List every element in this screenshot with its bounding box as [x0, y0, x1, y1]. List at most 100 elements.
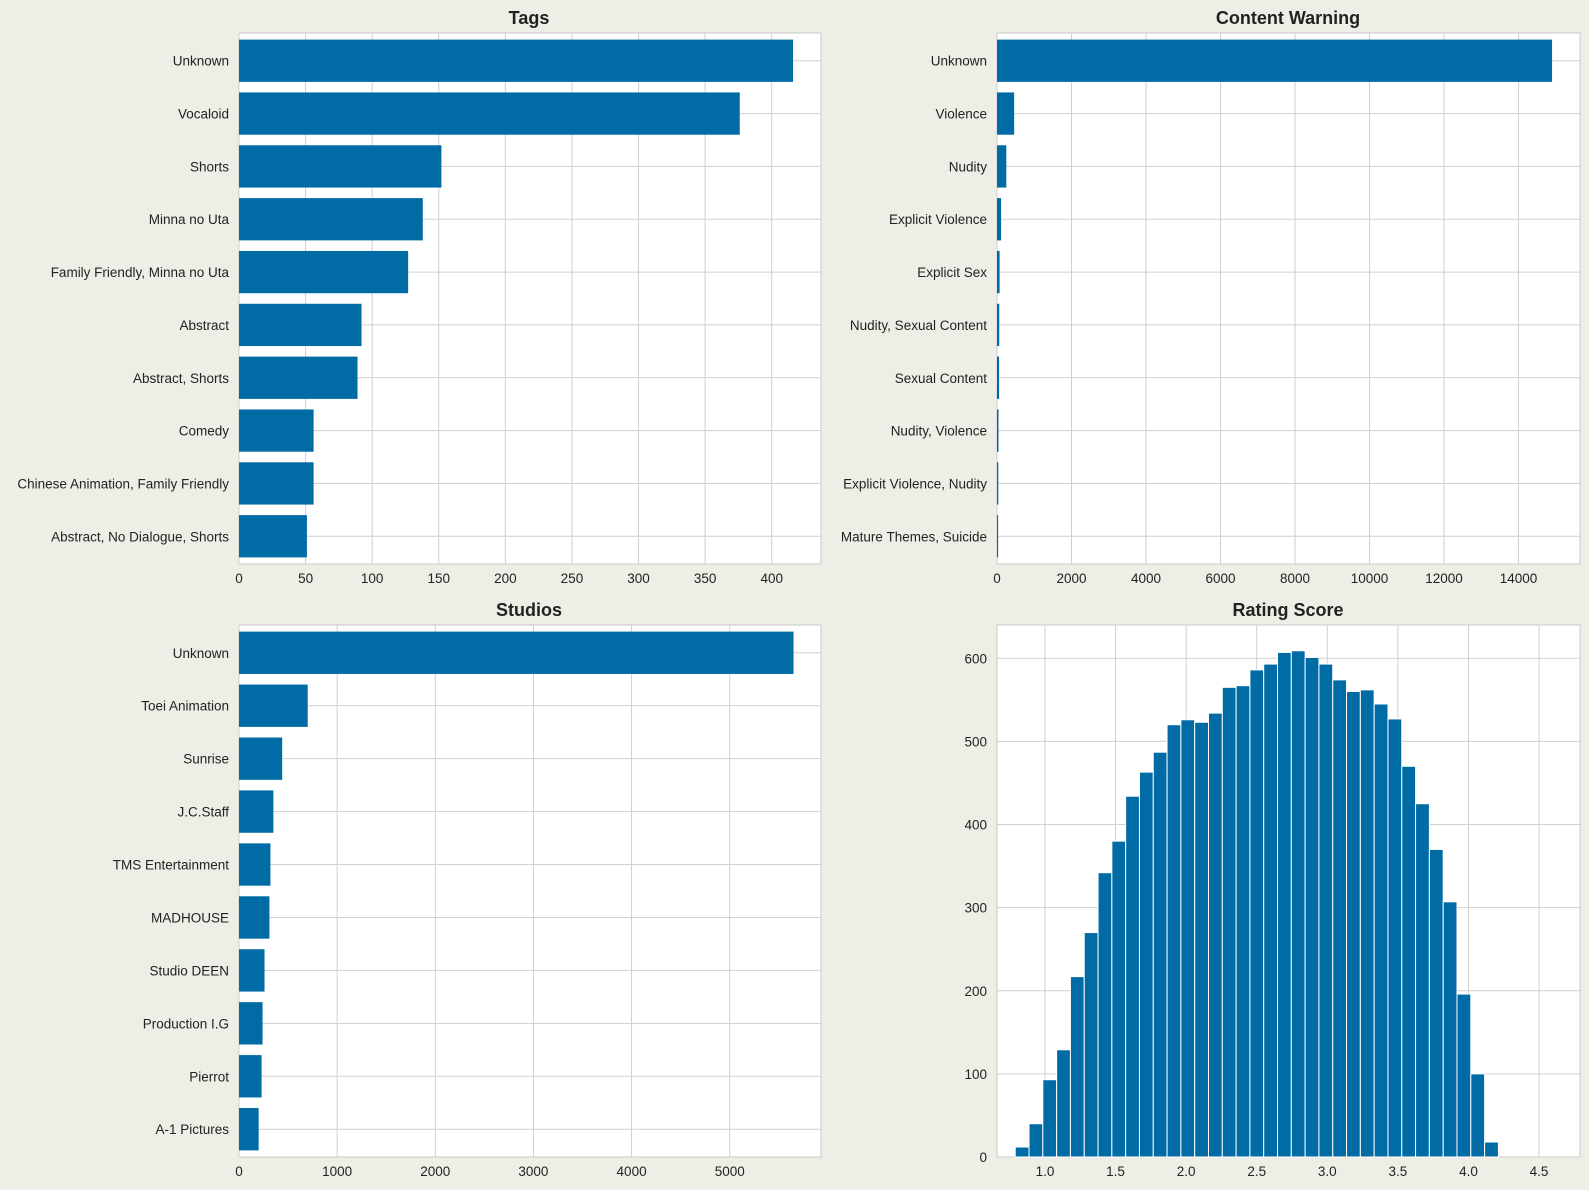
rating-score-x-tick-label: 4.5 [1530, 1164, 1549, 1179]
rating-score-y-tick-label: 100 [964, 1067, 987, 1082]
content-warning-category-label: Nudity [949, 159, 988, 174]
studios-x-tick-label: 5000 [715, 1164, 745, 1179]
content-warning-x-tick-label: 8000 [1280, 571, 1310, 586]
histogram-bar [1083, 932, 1099, 1158]
histogram-bar [1097, 872, 1113, 1158]
bar-content-warning-violence [997, 92, 1015, 135]
content-warning-category-label: Explicit Violence [889, 212, 987, 227]
content-warning-x-tick-label: 0 [993, 571, 1001, 586]
histogram-bar [1028, 1123, 1044, 1158]
tags-category-label: Chinese Animation, Family Friendly [17, 476, 229, 491]
content-warning-category-label: Violence [935, 107, 987, 122]
bar-studios-madhouse [239, 896, 270, 939]
tags-x-tick-label: 250 [561, 571, 584, 586]
histogram-bar [1456, 993, 1472, 1158]
histogram-bar [1180, 719, 1196, 1158]
studios-category-label: TMS Entertainment [113, 858, 230, 873]
histogram-bar [1470, 1073, 1486, 1158]
tags-category-label: Family Friendly, Minna no Uta [51, 265, 230, 280]
bar-tags-abstract-shorts [239, 356, 358, 399]
histogram-bar [1207, 712, 1223, 1158]
tags-category-label: Shorts [190, 159, 229, 174]
content-warning-x-tick-label: 2000 [1056, 571, 1086, 586]
tags-x-tick-label: 200 [494, 571, 517, 586]
content-warning-category-label: Nudity, Sexual Content [850, 318, 987, 333]
tags-x-tick-label: 50 [298, 571, 313, 586]
tags-x-tick-label: 0 [235, 571, 243, 586]
tags-chart: 0 50 100 150 200 250 300 350 400 Unknown Vocaloid S… [17, 8, 822, 586]
tags-category-label: Vocaloid [178, 107, 229, 122]
tags-category-label: Minna no Uta [149, 212, 230, 227]
bar-content-warning-explicit-violence-nudity [997, 462, 999, 505]
rating-score-x-tick-label: 2.0 [1177, 1164, 1196, 1179]
bar-tags-abstract-no-dialogue-shorts [239, 515, 307, 558]
histogram-bar [1111, 840, 1127, 1158]
content-warning-category-label: Nudity, Violence [891, 424, 987, 439]
content-warning-chart-title: Content Warning [1216, 8, 1360, 28]
rating-score-y-tick-label: 400 [964, 818, 987, 833]
histogram-bar [1332, 679, 1348, 1158]
bar-studios-tms-entertainment [239, 843, 271, 886]
histogram-bar [1484, 1141, 1499, 1158]
content-warning-x-tick-label: 6000 [1205, 571, 1235, 586]
histogram-bar [1014, 1146, 1030, 1158]
histogram-bar [1290, 650, 1306, 1158]
bar-tags-unknown [239, 39, 794, 82]
content-warning-category-label: Sexual Content [895, 371, 988, 386]
content-warning-chart: 0 2000 4000 6000 8000 10000 12000 14000 Unknown V… [841, 8, 1581, 586]
studios-x-tick-label: 2000 [420, 1164, 450, 1179]
histogram-bar [1166, 724, 1182, 1158]
tags-category-label: Abstract [179, 318, 229, 333]
bar-studios-j-c-staff [239, 790, 274, 833]
tags-x-tick-label: 300 [627, 571, 650, 586]
studios-chart: 0 1000 2000 3000 4000 5000 Unknown Toei Animati… [113, 600, 822, 1179]
rating-score-chart: 1.0 1.5 2.0 2.5 3.0 3.5 4.0 4.5 0 100 200 300 400 500… [964, 600, 1581, 1179]
histogram-bar [1069, 976, 1085, 1158]
bar-tags-abstract [239, 303, 362, 347]
histogram-bar [1373, 703, 1389, 1158]
content-warning-x-tick-label: 4000 [1131, 571, 1161, 586]
histogram-bar [1194, 721, 1209, 1158]
bar-tags-shorts [239, 145, 442, 188]
histogram-bar [1152, 751, 1168, 1158]
histogram-bar [1263, 663, 1279, 1158]
bar-content-warning-nudity [997, 145, 1007, 188]
histogram-bar [1346, 691, 1361, 1158]
rating-score-chart-title: Rating Score [1232, 600, 1343, 620]
rating-score-x-tick-label: 1.0 [1036, 1164, 1055, 1179]
bar-content-warning-mature-themes-suicide [997, 515, 999, 558]
rating-score-x-tick-label: 3.5 [1389, 1164, 1408, 1179]
histogram-bar [1235, 685, 1251, 1158]
content-warning-x-tick-label: 12000 [1425, 571, 1463, 586]
bar-content-warning-explicit-sex [997, 250, 1000, 294]
tags-x-tick-label: 150 [428, 571, 451, 586]
histogram-bar [1359, 689, 1375, 1158]
histogram-bar [1387, 718, 1403, 1158]
tags-category-label: Abstract, No Dialogue, Shorts [51, 529, 229, 544]
tags-category-label: Abstract, Shorts [133, 371, 229, 386]
tags-x-tick-label: 100 [361, 571, 384, 586]
bar-content-warning-explicit-violence [997, 198, 1002, 241]
bar-studios-studio-deen [239, 949, 265, 992]
studios-chart-title: Studios [496, 600, 562, 620]
tags-category-label: Unknown [173, 54, 229, 69]
rating-score-y-tick-label: 200 [964, 984, 987, 999]
bar-content-warning-unknown [997, 39, 1553, 82]
bar-studios-production-i-g [239, 1002, 263, 1045]
content-warning-category-label: Unknown [931, 54, 987, 69]
studios-category-label: Pierrot [189, 1069, 229, 1084]
rating-score-x-tick-label: 3.0 [1318, 1164, 1337, 1179]
content-warning-x-tick-label: 10000 [1351, 571, 1389, 586]
histogram-bar [1056, 1049, 1071, 1158]
tags-x-tick-label: 400 [760, 571, 783, 586]
bar-studios-unknown [239, 631, 794, 674]
bar-content-warning-nudity-violence [997, 409, 999, 452]
histogram-bar [1415, 803, 1430, 1158]
tags-x-tick-label: 350 [694, 571, 717, 586]
rating-score-y-tick-label: 600 [964, 651, 987, 666]
studios-category-label: Sunrise [183, 752, 229, 767]
rating-score-y-tick-label: 0 [979, 1150, 987, 1165]
bar-content-warning-nudity-sexual-content [997, 303, 1000, 347]
bar-tags-family-friendly-minna-no-uta [239, 250, 409, 294]
